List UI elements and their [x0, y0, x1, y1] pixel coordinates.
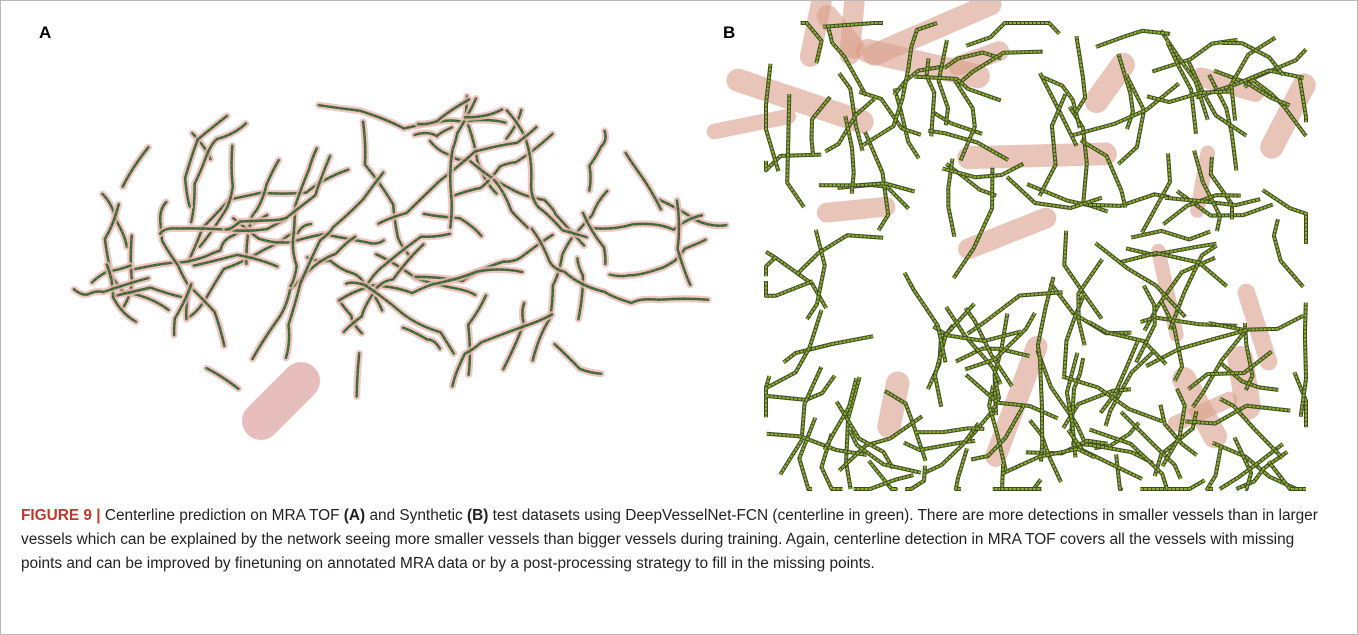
- vessel-core: [1263, 190, 1307, 244]
- vessel-core: [797, 235, 883, 274]
- large-vessel: [1272, 85, 1304, 147]
- centerline: [819, 183, 915, 191]
- vessel-core: [822, 434, 843, 489]
- vessel-core: [825, 378, 857, 450]
- large-vessel: [827, 207, 886, 213]
- caption-ref: (A): [344, 507, 365, 524]
- vessel-core: [766, 281, 813, 296]
- centerline: [416, 235, 553, 281]
- large-vessel: [874, 4, 990, 54]
- centerline: [1274, 219, 1303, 287]
- panel-a-image: [74, 96, 726, 421]
- caption-ref: (B): [467, 507, 488, 524]
- vessel-core: [1037, 350, 1084, 441]
- vessel-core: [766, 257, 775, 276]
- vessel: [555, 344, 602, 374]
- vessel-core: [1140, 480, 1204, 489]
- large-vessel: [1097, 65, 1123, 101]
- centerline: [807, 230, 825, 319]
- caption-text: and Synthetic: [365, 507, 467, 524]
- panel-b-image: [714, 1, 1306, 489]
- caption-text: Centerline prediction on MRA TOF: [101, 507, 344, 524]
- panel-label: A: [39, 23, 51, 43]
- large-vessel: [850, 1, 862, 55]
- vessel-core: [1235, 437, 1252, 489]
- large-vessel: [714, 117, 788, 132]
- vessel-core: [1050, 283, 1131, 334]
- vessel-core: [939, 40, 948, 125]
- panel-label: B: [723, 23, 735, 43]
- vessel-core: [1068, 430, 1142, 479]
- centerline: [1211, 157, 1232, 220]
- figure-images: [1, 1, 1357, 501]
- caption: FIGURE 9 | Centerline prediction on MRA …: [21, 504, 1331, 576]
- large-vessel: [261, 381, 301, 421]
- large-vessel: [889, 383, 898, 426]
- caption-label: FIGURE 9 |: [21, 507, 101, 524]
- vessel-core: [784, 336, 874, 362]
- vessel: [416, 235, 553, 281]
- vessel-core: [1008, 23, 1059, 34]
- centerline: [1263, 190, 1307, 244]
- figure-frame: A B FIGURE 9 | Centerline prediction on …: [0, 0, 1358, 635]
- vessel-core: [416, 235, 553, 281]
